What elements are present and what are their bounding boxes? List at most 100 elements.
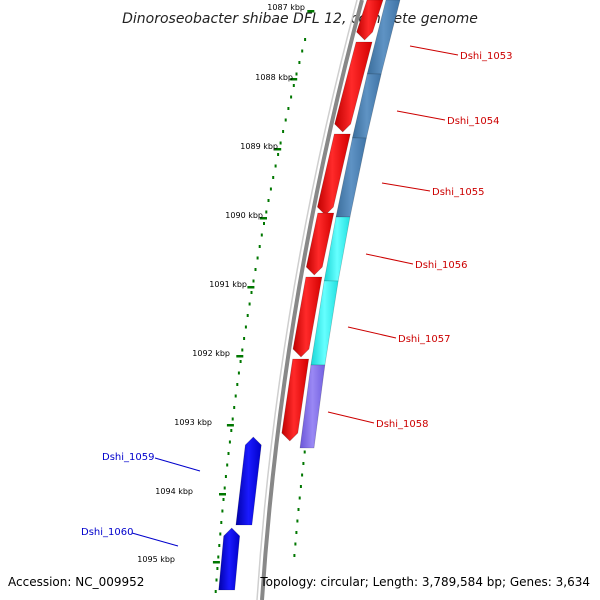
tick-minor xyxy=(304,38,307,41)
gene-forward-5[interactable] xyxy=(292,276,323,358)
tick-minor-inner xyxy=(293,554,296,557)
tick-minor xyxy=(215,578,218,582)
tick-minor-inner xyxy=(298,496,301,500)
gene-forward-1[interactable] xyxy=(356,0,384,41)
tick-major xyxy=(226,424,234,427)
tick-minor xyxy=(218,544,221,547)
accession-text: Accession: NC_009952 xyxy=(8,575,144,589)
tick-minor xyxy=(243,337,246,340)
gene-label-dshi-1058[interactable]: Dshi_1058 xyxy=(376,419,428,430)
tick-minor-inner xyxy=(296,519,299,523)
gene-label-dshi-1059[interactable]: Dshi_1059 xyxy=(102,452,154,463)
tick-major xyxy=(247,286,255,289)
tick-minor xyxy=(265,210,268,214)
tick-label-1094: 1094 kbp xyxy=(155,487,193,496)
tick-minor xyxy=(217,555,220,559)
tick-major xyxy=(274,148,282,151)
backbone-outer xyxy=(260,0,364,600)
gene-label-dshi-1054[interactable]: Dshi_1054 xyxy=(447,116,499,127)
tick-label-1087: 1087 kbp xyxy=(267,3,305,12)
tick-minor xyxy=(216,567,219,570)
leader-line xyxy=(409,45,459,56)
leader-layer xyxy=(131,45,459,547)
tick-major xyxy=(307,10,315,13)
tick-minor xyxy=(279,141,282,145)
topology-text: Topology: circular; Length: 3,789,584 bp… xyxy=(259,575,590,589)
tick-minor-inner xyxy=(302,462,305,465)
leader-line xyxy=(131,532,179,547)
gene-forward-6[interactable] xyxy=(281,358,310,442)
tick-label-1092: 1092 kbp xyxy=(192,349,230,358)
leader-line xyxy=(396,110,446,121)
tick-label-1091: 1091 kbp xyxy=(209,280,247,289)
tick-minor xyxy=(230,429,233,432)
tick-minor xyxy=(272,176,275,179)
tick-minor-inner xyxy=(294,542,297,546)
tick-minor xyxy=(263,222,265,225)
tick-label-1095: 1095 kbp xyxy=(137,555,175,564)
tick-minor xyxy=(227,452,230,455)
leader-line xyxy=(327,411,375,424)
tick-minor xyxy=(274,164,277,168)
tick-minor xyxy=(219,532,222,536)
leader-line xyxy=(154,457,201,472)
tick-minor xyxy=(236,383,239,386)
tick-minor xyxy=(252,279,255,283)
gene-reverse-dshi-1060[interactable] xyxy=(218,527,241,591)
leader-line xyxy=(365,253,414,265)
tick-minor xyxy=(233,406,236,409)
gene-forward-3[interactable] xyxy=(317,133,351,216)
gene-label-dshi-1060[interactable]: Dshi_1060 xyxy=(81,527,133,538)
gene-label-dshi-1057[interactable]: Dshi_1057 xyxy=(398,334,450,345)
tick-minor xyxy=(277,153,280,156)
backbone-inner xyxy=(256,0,358,600)
tick-minor xyxy=(221,509,224,513)
tick-major xyxy=(290,78,298,81)
tick-minor xyxy=(228,440,231,444)
gene-reverse-dshi-1059[interactable] xyxy=(235,436,262,526)
tick-label-1090: 1090 kbp xyxy=(225,211,263,220)
tick-minor-inner xyxy=(297,508,300,511)
tick-major xyxy=(219,493,226,496)
tick-major xyxy=(236,355,244,358)
tick-minor xyxy=(234,394,237,398)
tick-minor xyxy=(282,130,285,133)
tick-minor xyxy=(254,268,257,271)
tick-minor xyxy=(226,463,229,467)
tick-minor xyxy=(250,291,253,294)
tick-major xyxy=(212,561,220,564)
tick-minor xyxy=(260,233,263,237)
tick-minor xyxy=(292,84,295,87)
tick-minor-inner xyxy=(299,485,302,488)
gene-label-dshi-1053[interactable]: Dshi_1053 xyxy=(460,51,512,62)
gene-label-dshi-1056[interactable]: Dshi_1056 xyxy=(415,260,467,271)
tick-label-1088: 1088 kbp xyxy=(255,73,293,82)
map-title: Dinoroseobacter shibae DFL 12, complete … xyxy=(122,11,478,27)
tick-minor xyxy=(258,245,261,248)
tick-minor xyxy=(214,590,217,593)
tick-minor xyxy=(269,187,272,191)
gene-label-dshi-1055[interactable]: Dshi_1055 xyxy=(432,187,484,198)
tick-minor-inner xyxy=(295,531,298,534)
tick-minor xyxy=(301,49,304,53)
tick-minor xyxy=(248,302,251,306)
gene-forward-2[interactable] xyxy=(334,41,373,133)
leader-line xyxy=(381,182,431,192)
gene-block-dshi-1058[interactable] xyxy=(299,364,326,449)
leader-line xyxy=(347,326,397,339)
tick-minor xyxy=(241,348,244,352)
tick-minor xyxy=(224,475,227,478)
tick-minor-inner xyxy=(303,450,306,454)
tick-minor-inner xyxy=(301,473,304,477)
tick-minor xyxy=(231,417,234,421)
tick-minor xyxy=(256,256,259,260)
gene-forward-4[interactable] xyxy=(305,212,335,276)
gene-layer xyxy=(218,0,401,591)
tick-minor xyxy=(287,107,290,110)
tick-minor xyxy=(290,95,293,99)
tick-minor xyxy=(246,314,249,317)
tick-minor xyxy=(284,118,287,122)
tick-minor xyxy=(295,72,298,76)
tick-label-1089: 1089 kbp xyxy=(240,142,278,151)
